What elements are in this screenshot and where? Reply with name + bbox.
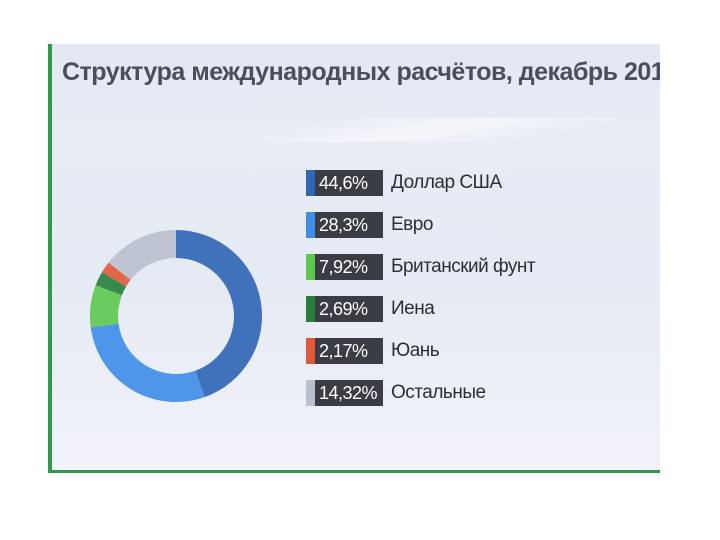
legend-series-name: Доллар США: [391, 172, 502, 193]
donut-slice-6: [108, 230, 176, 280]
legend-series-name: Евро: [391, 214, 433, 235]
legend-series-name: Британский фунт: [391, 256, 536, 277]
legend-value-label: 44,6%: [315, 170, 383, 196]
donut-slice-1: [176, 230, 262, 398]
legend-value-label: 2,17%: [315, 338, 383, 364]
legend-series-name: Остальные: [391, 382, 486, 403]
legend-value-label: 14,32%: [315, 380, 383, 406]
legend-item: 2,17% Юань: [306, 338, 440, 364]
legend-series-name: Иена: [391, 298, 435, 319]
donut-slice-5: [102, 262, 131, 287]
legend-value-label: 28,3%: [315, 212, 383, 238]
legend-swatch: [306, 296, 315, 322]
bottom-accent-line: [48, 470, 660, 473]
legend-swatch: [306, 170, 315, 196]
donut-slice-2: [90, 323, 205, 402]
legend-item: 7,92% Британский фунт: [306, 254, 536, 280]
left-accent-strip: [48, 44, 52, 472]
title-band: Структура международных расчётов, декабр…: [48, 44, 660, 142]
donut-chart: [90, 230, 262, 402]
donut-ring-shade: [90, 230, 262, 402]
donut-slice-3: [90, 285, 122, 328]
donut-slice-4: [95, 272, 127, 296]
legend-series-name: Юань: [391, 340, 440, 361]
chart-title: Структура международных расчётов, декабр…: [62, 58, 660, 86]
legend-value-label: 7,92%: [315, 254, 383, 280]
chart-panel: Структура международных расчётов, декабр…: [48, 44, 660, 472]
legend-swatch: [306, 338, 315, 364]
legend-swatch: [306, 212, 315, 238]
legend-swatch: [306, 380, 315, 406]
legend-item: 28,3% Евро: [306, 212, 433, 238]
legend-item: 2,69% Иена: [306, 296, 435, 322]
legend-item: 14,32% Остальные: [306, 380, 486, 406]
legend-swatch: [306, 254, 315, 280]
legend-item: 44,6% Доллар США: [306, 170, 502, 196]
legend-value-label: 2,69%: [315, 296, 383, 322]
